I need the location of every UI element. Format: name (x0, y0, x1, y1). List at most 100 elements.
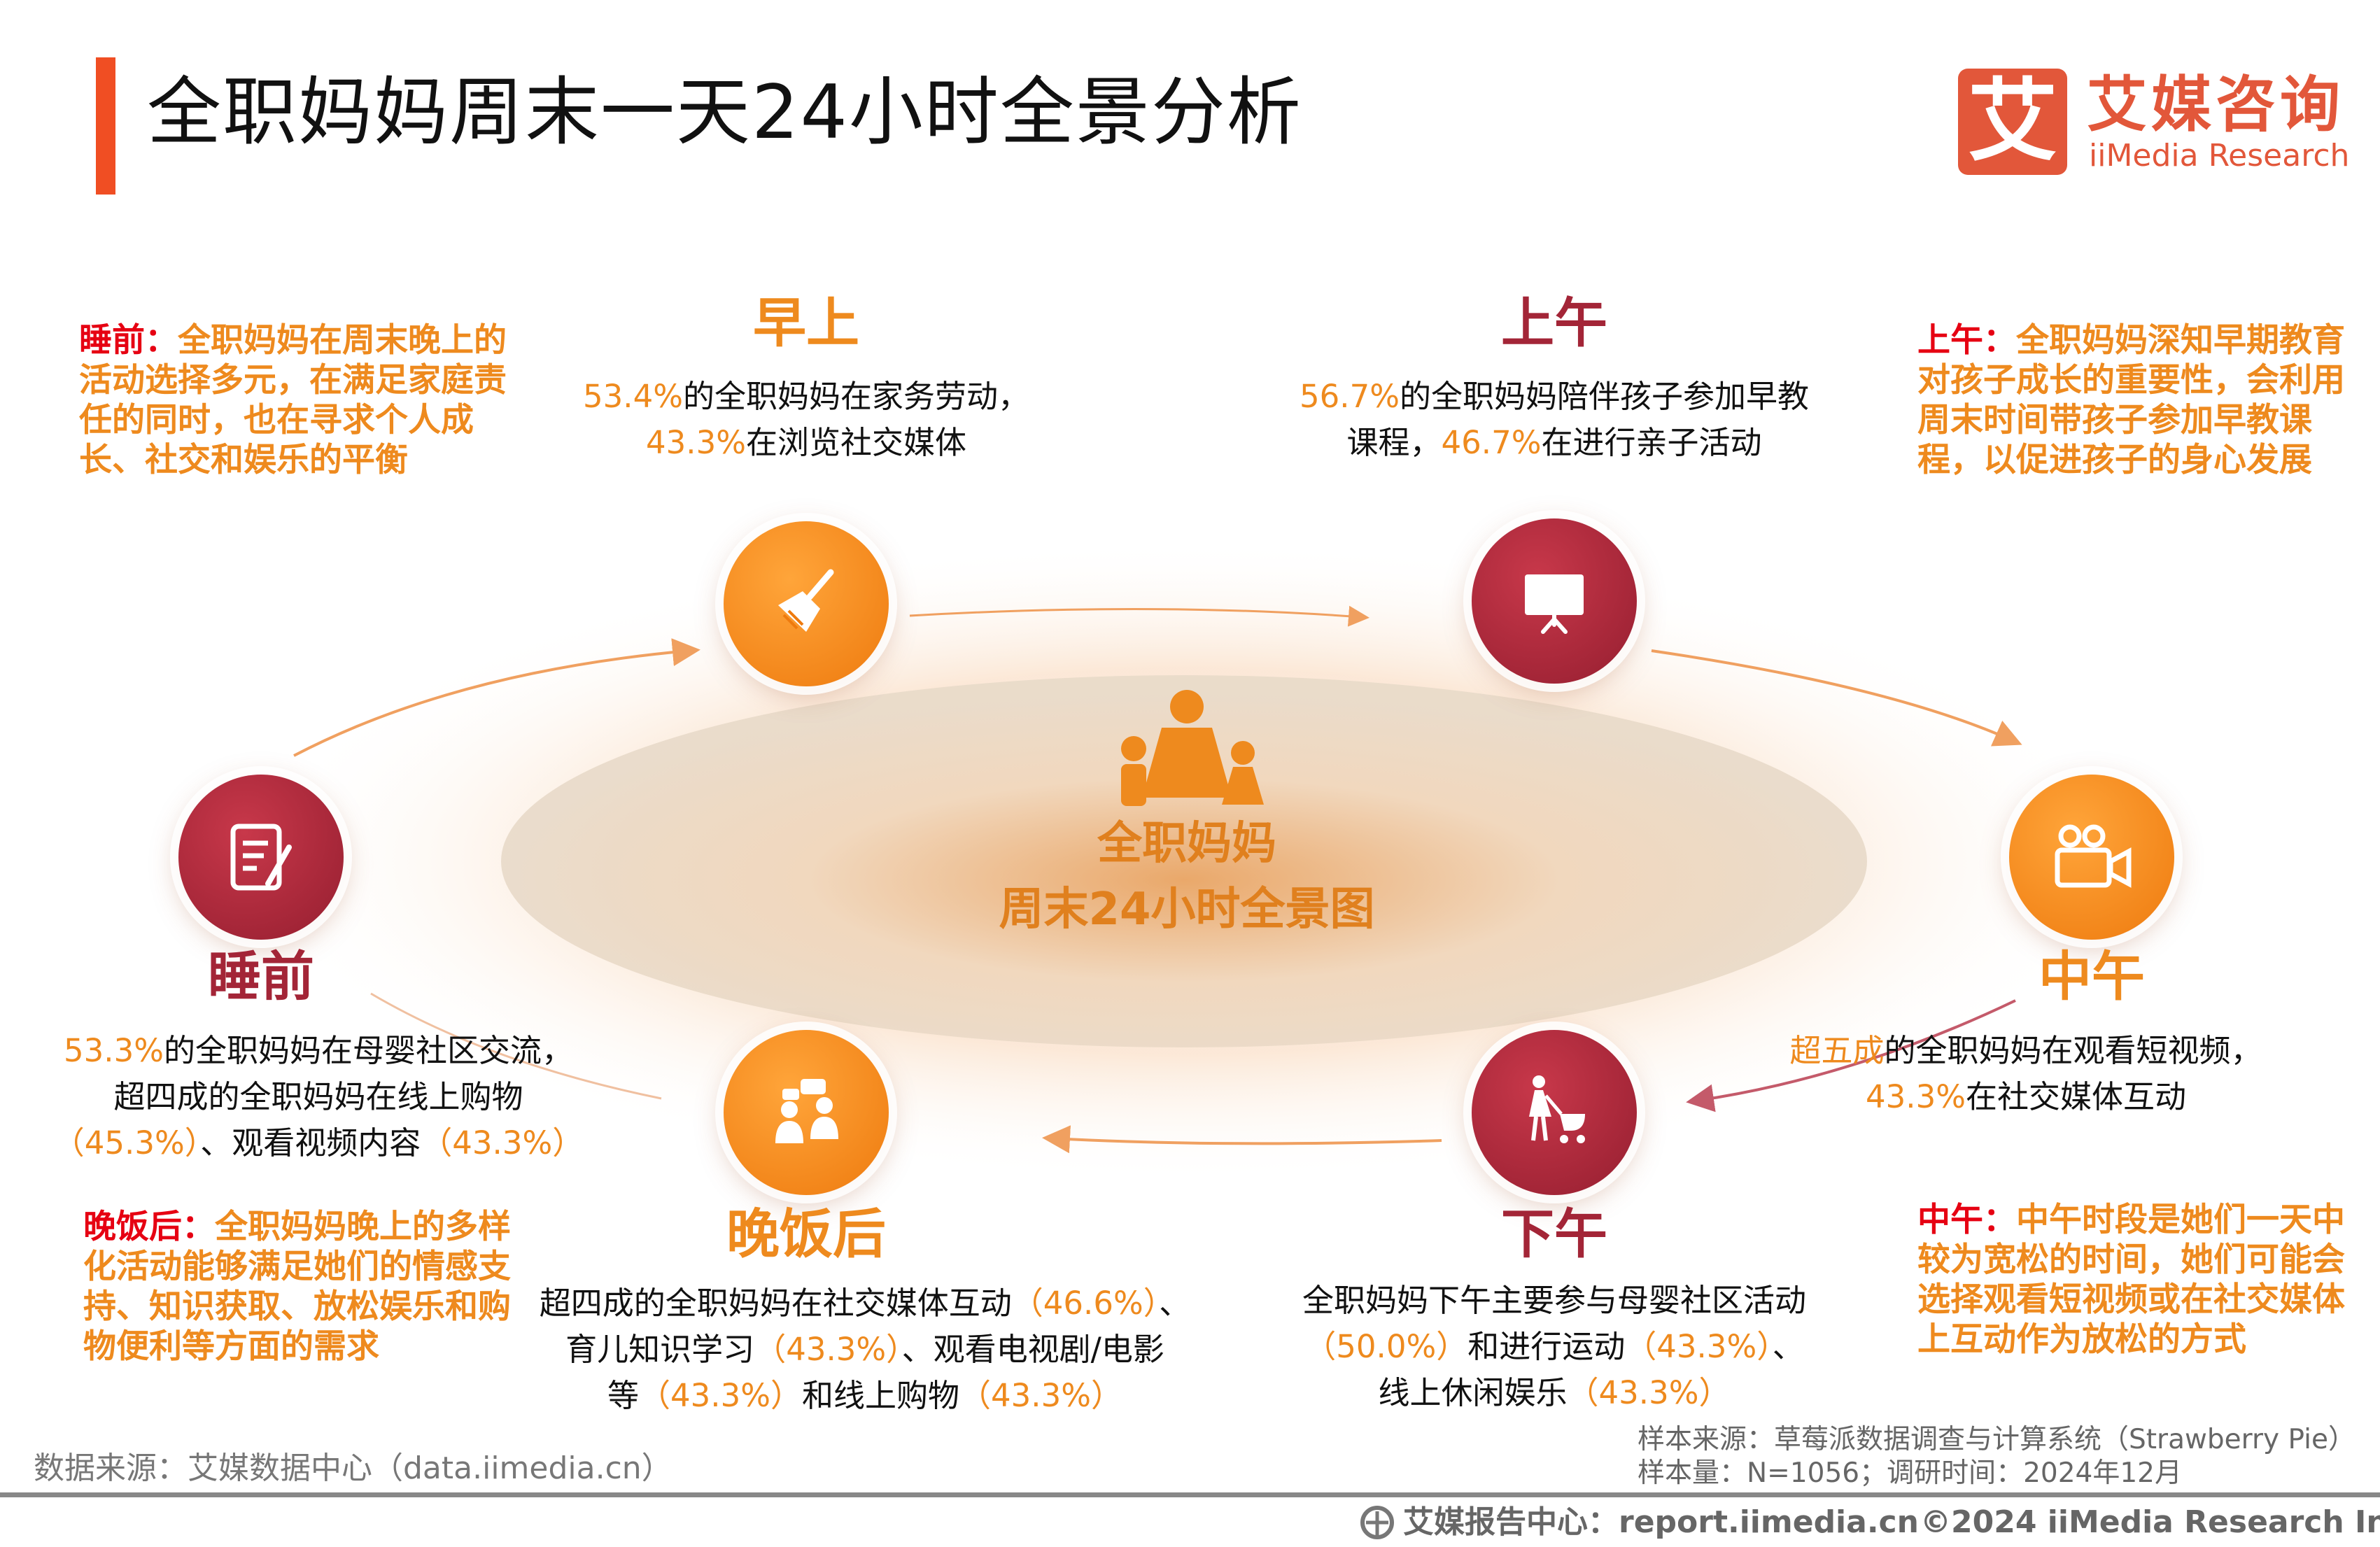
arrow-bedtime-to-morning (293, 638, 700, 757)
description-line: 超四成的全职妈妈在线上购物 (53, 1074, 584, 1120)
period-label-bedtime: 睡前 (208, 945, 314, 1008)
period-label-evening: 晚饭后 (726, 1203, 886, 1265)
highlight-value: （43.3%） (1625, 1328, 1773, 1365)
center-title-line2: 周末24小时全景图 (999, 884, 1375, 935)
description-text: 的全职妈妈在家务劳动， (682, 378, 1029, 415)
logo-name-en: iiMedia Research (2089, 138, 2350, 174)
note-text: 全职妈妈晚上的多样化活动能够满足她们的情感支持、知识获取、放松娱乐和购物便利等方… (83, 1208, 511, 1366)
description-line: 53.3%的全职妈妈在母婴社区交流， (53, 1028, 584, 1074)
period-label-noon: 中午 (2039, 945, 2145, 1008)
highlight-value: （45.3%） (52, 1124, 201, 1161)
description-text: 和进行运动 (1467, 1328, 1626, 1365)
description-text: 在进行亲子活动 (1541, 424, 1762, 461)
description-line: 超五成的全职妈妈在观看短视频， (1789, 1028, 2262, 1074)
description-line: 等（43.3%）和线上购物（43.3%） (540, 1373, 1191, 1419)
description-line: 超四成的全职妈妈在社交媒体互动（46.6%）、 (540, 1280, 1191, 1327)
description-line: 育儿知识学习（43.3%）、观看电视剧/电影 (540, 1327, 1191, 1373)
description-line: 53.4%的全职妈妈在家务劳动， (583, 374, 1029, 420)
evening-node (724, 1030, 889, 1195)
description-text: 、观看视频内容 (200, 1124, 421, 1161)
highlight-value: 43.3% (646, 424, 746, 461)
description-line: （50.0%）和进行运动（43.3%）、 (1302, 1324, 1806, 1370)
note-text: 中午时段是她们一天中较为宽松的时间，她们可能会选择观看短视频或在社交媒体上互动作… (1917, 1201, 2345, 1359)
description-text: 、观看电视剧/电影 (901, 1331, 1164, 1368)
description-text: 课程， (1346, 424, 1442, 461)
description-text: 的全职妈妈在观看短视频， (1884, 1032, 2262, 1069)
logo-mark: 艾 (1958, 69, 2067, 175)
bedtime-node (178, 775, 344, 940)
description-text: 和线上购物 (802, 1377, 960, 1414)
morning-node (724, 521, 889, 686)
note-prefix: 睡前： (79, 321, 178, 360)
highlight-value: 56.7% (1300, 378, 1400, 415)
highlight-value: （43.3%） (754, 1331, 902, 1368)
note-text: 全职妈妈在周末晚上的活动选择多元，在满足家庭责任的同时，也在寻求个人成长、社交和… (79, 321, 507, 479)
note-noon: 中午：中午时段是她们一天中较为宽松的时间，她们可能会选择观看短视频或在社交媒体上… (1917, 1200, 2351, 1359)
arrow-morning-to-forenoon (909, 605, 1369, 627)
noon-node (2009, 775, 2174, 940)
description-text: 的全职妈妈在母婴社区交流， (163, 1032, 573, 1069)
family-icon (1121, 690, 1264, 806)
highlight-value: （43.3%） (1567, 1374, 1731, 1411)
page-title: 全职妈妈周末一天24小时全景分析 (147, 69, 1302, 155)
highlight-value: 53.4% (583, 378, 683, 415)
arrow-forenoon-to-noon (1651, 649, 2022, 747)
copyright: ©2024 iiMedia Research Inc (1920, 1504, 2380, 1540)
highlight-value: （43.3%） (421, 1124, 584, 1161)
highlight-value: （43.3%） (639, 1377, 802, 1414)
footer-divider (0, 1492, 2380, 1497)
afternoon-description: 全职妈妈下午主要参与母婴社区活动 （50.0%）和进行运动（43.3%）、 线上休闲… (1302, 1278, 1806, 1416)
period-label-afternoon: 下午 (1501, 1203, 1607, 1265)
presentation-board-icon (1525, 574, 1584, 634)
forenoon-description: 56.7%的全职妈妈陪伴孩子参加早教课程，46.7%在进行亲子活动 (1300, 374, 1809, 466)
notepad-pen-icon (230, 824, 292, 891)
description-text: 育儿知识学习 (565, 1331, 755, 1368)
note-evening: 晚饭后：全职妈妈晚上的多样化活动能够满足她们的情感支持、知识获取、放松娱乐和购物… (83, 1207, 517, 1366)
sample-source: 样本来源：草莓派数据调查与计算系统（Strawberry Pie） (1638, 1424, 2356, 1455)
description-text: 线上休闲娱乐 (1378, 1374, 1568, 1411)
afternoon-node (1472, 1030, 1637, 1195)
description-text: 、 (1772, 1328, 1804, 1365)
note-prefix: 上午： (1917, 321, 2016, 360)
highlight-value: 超五成 (1789, 1032, 1885, 1069)
center-title-line1: 全职妈妈 (1097, 818, 1276, 870)
description-text: 等 (607, 1377, 640, 1414)
description-line: 线上休闲娱乐（43.3%） (1302, 1370, 1806, 1416)
highlight-value: 53.3% (64, 1032, 164, 1069)
note-bedtime: 睡前：全职妈妈在周末晚上的活动选择多元，在满足家庭责任的同时，也在寻求个人成长、… (79, 320, 513, 480)
description-text: 在社交媒体互动 (1965, 1078, 2186, 1115)
report-center-logo-icon (1360, 1506, 1394, 1539)
period-label-morning: 早上 (753, 292, 859, 354)
bedtime-description: 53.3%的全职妈妈在母婴社区交流， 超四成的全职妈妈在线上购物 （45.3%）、观… (53, 1028, 584, 1166)
mother-stroller-icon (1529, 1075, 1585, 1143)
arrow-afternoon-to-evening (1042, 1125, 1442, 1154)
logo-name-cn: 艾媒咨询 (2087, 70, 2344, 140)
report-center-link[interactable]: 艾媒报告中心：report.iimedia.cn (1403, 1504, 1919, 1540)
video-camera-icon (2055, 824, 2132, 888)
description-line: 全职妈妈下午主要参与母婴社区活动 (1302, 1278, 1806, 1324)
highlight-value: （50.0%） (1304, 1328, 1468, 1365)
description-text: 超四成的全职妈妈在社交媒体互动 (539, 1285, 1012, 1322)
title-accent-bar (96, 57, 115, 195)
description-line: 43.3%在浏览社交媒体 (583, 420, 1029, 466)
arrow-noon-to-afternoon (1686, 999, 2016, 1112)
noon-description: 超五成的全职妈妈在观看短视频， 43.3%在社交媒体互动 (1789, 1028, 2262, 1120)
description-text: 超四成的全职妈妈在线上购物 (113, 1078, 523, 1115)
note-text: 全职妈妈深知早期教育对孩子成长的重要性，会利用周末时间带孩子参加早教课程，以促进… (1917, 321, 2345, 479)
description-text: 全职妈妈下午主要参与母婴社区活动 (1302, 1282, 1807, 1319)
description-text: 在浏览社交媒体 (745, 424, 966, 461)
data-source: 数据来源：艾媒数据中心（data.iimedia.cn） (34, 1450, 673, 1486)
note-prefix: 晚饭后： (83, 1208, 215, 1246)
description-line: 43.3%在社交媒体互动 (1789, 1074, 2262, 1120)
highlight-value: （43.3%） (959, 1377, 1122, 1414)
description-text: 的全职妈妈陪伴孩子参加早教 (1399, 378, 1809, 415)
description-line: 课程，46.7%在进行亲子活动 (1300, 420, 1809, 466)
inner-ellipse (501, 675, 1867, 1047)
description-line: （45.3%）、观看视频内容（43.3%） (53, 1120, 584, 1166)
period-label-forenoon: 上午 (1501, 292, 1607, 354)
note-forenoon: 上午：全职妈妈深知早期教育对孩子成长的重要性，会利用周末时间带孩子参加早教课程，… (1917, 320, 2351, 480)
highlight-value: （46.6%） (1011, 1285, 1160, 1322)
sample-size: 样本量：N=1056；调研时间：2024年12月 (1638, 1457, 2182, 1489)
arrow-evening-to-bedtime (370, 992, 662, 1100)
